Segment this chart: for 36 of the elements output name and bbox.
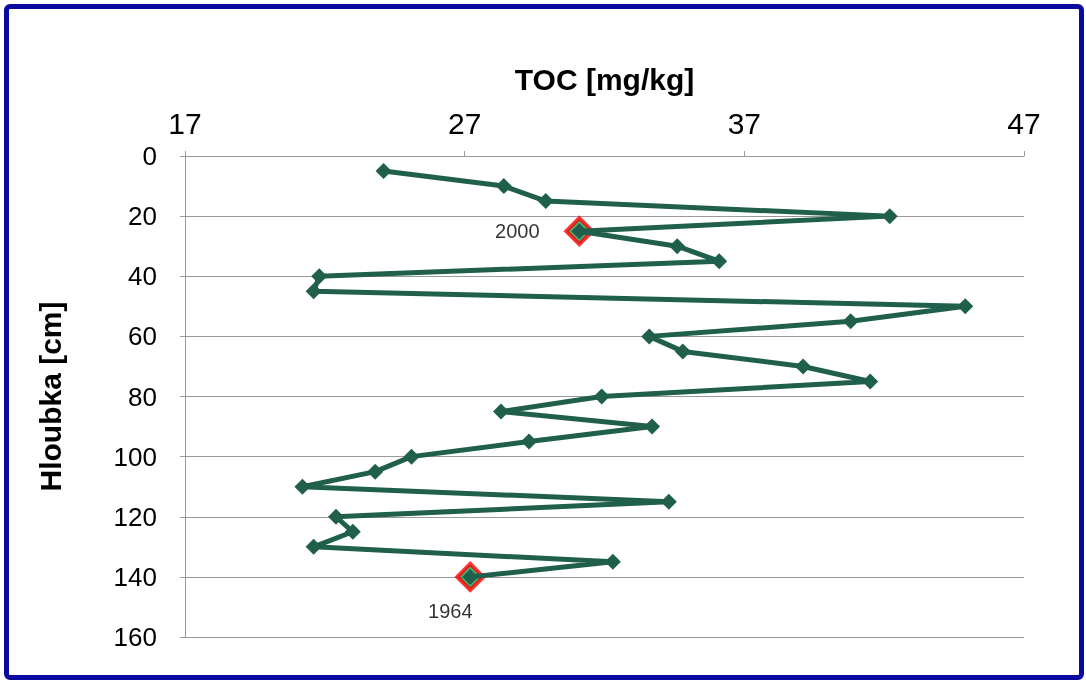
y-tick-label: 0 [142, 141, 157, 171]
y-tick-label: 60 [128, 321, 157, 352]
y-tick-label: 80 [128, 381, 157, 412]
y-tick-label: 20 [128, 201, 157, 232]
point [957, 298, 974, 315]
annotation: 1964 [428, 599, 473, 622]
x-tick-label: 27 [447, 106, 482, 140]
point [795, 358, 812, 375]
point [862, 373, 879, 390]
y-tick-label: 160 [113, 622, 157, 652]
point [367, 463, 384, 480]
x-tick-label: 47 [1007, 106, 1041, 140]
point [305, 538, 322, 555]
point [520, 433, 537, 450]
annotation: 2000 [495, 220, 540, 243]
point [305, 283, 322, 300]
point [842, 313, 859, 330]
point [403, 448, 420, 465]
x-tick-label: 17 [168, 106, 202, 140]
point [674, 343, 691, 360]
point [593, 388, 610, 405]
point [375, 163, 392, 180]
y-axis-title: Hloubka [cm] [33, 301, 67, 492]
x-tick-label: 37 [727, 106, 762, 140]
point [495, 178, 512, 195]
x-axis-title: TOC [mg/kg] [514, 62, 695, 96]
point [311, 268, 328, 285]
y-tick-label: 120 [113, 501, 157, 532]
point [644, 418, 661, 435]
point [669, 238, 686, 255]
y-tick-label: 100 [113, 441, 157, 472]
point [881, 208, 898, 225]
point [344, 523, 361, 540]
point [537, 193, 554, 210]
y-tick-label: 40 [128, 261, 157, 292]
y-tick-label: 140 [113, 561, 157, 592]
